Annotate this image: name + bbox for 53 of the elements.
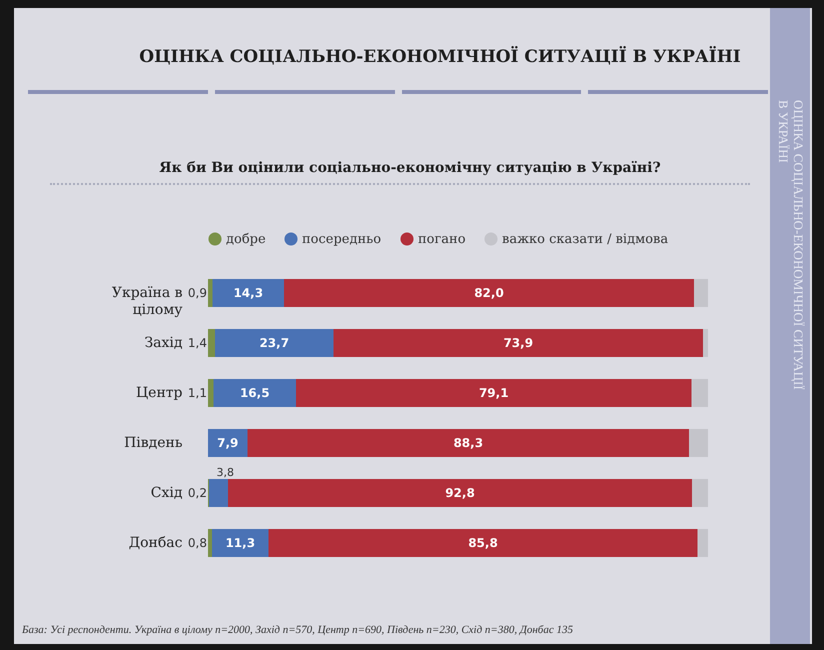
bar — [284, 279, 694, 307]
legend-label: добре — [226, 232, 266, 247]
legend-label: посередньо — [302, 232, 382, 247]
data-label: 1,1 — [188, 386, 207, 400]
bar — [694, 279, 708, 307]
bar — [208, 329, 215, 357]
data-label: 73,9 — [503, 336, 534, 350]
chart-subtitle: Як би Ви оцінили соціально-економічну ситуацію в Україні? — [158, 160, 662, 176]
bar — [212, 279, 284, 307]
y-tick-label: Донбас — [128, 535, 183, 551]
y-tick-label: Центр — [136, 385, 183, 401]
data-label: 0,2 — [188, 486, 207, 500]
data-label: 11,3 — [225, 536, 256, 550]
bar — [703, 329, 708, 357]
data-label: 14,3 — [233, 286, 264, 300]
y-tick-label: Південь — [124, 435, 183, 451]
bar — [215, 329, 334, 357]
legend-label: погано — [418, 232, 466, 247]
bar — [208, 279, 212, 307]
data-label: 85,8 — [468, 536, 498, 550]
legend-label: важко сказати / відмова — [502, 232, 668, 247]
data-label: 92,8 — [445, 486, 475, 500]
text: ОЦІНКА СОЦІАЛЬНО-ЕКОНОМІЧНОЇ СИТУАЦІЇ В УКРАЇНІ — [776, 100, 806, 390]
bar — [248, 429, 689, 457]
data-label: 0,8 — [188, 536, 207, 550]
bar — [698, 529, 708, 557]
y-tick-label: Схід — [150, 485, 183, 501]
data-label: 7,9 — [217, 436, 238, 450]
data-label: 88,3 — [453, 436, 484, 450]
data-label: 82,0 — [474, 286, 504, 300]
data-label: 79,1 — [478, 386, 509, 400]
data-label: 23,7 — [259, 336, 290, 350]
bar — [208, 429, 248, 457]
text: ОЦІНКА СОЦІАЛЬНО-ЕКОНОМІЧНОЇ СИТУАЦІЇ В УКРАЇНІ — [138, 47, 742, 67]
bar — [209, 479, 228, 507]
data-label: 16,5 — [240, 386, 270, 400]
text: База: Усі респонденти. Україна в цілому n=2000, Захід n=570, Центр n=690, Південь n=230, Схід n=380, Донбас 135 — [22, 624, 573, 636]
data-label: 1,4 — [188, 336, 207, 350]
bar — [296, 379, 692, 407]
bar — [268, 529, 698, 557]
bar — [208, 379, 214, 407]
bar — [228, 479, 692, 507]
bar — [208, 529, 212, 557]
data-label: 0,9 — [188, 286, 207, 300]
bar — [212, 529, 268, 557]
y-tick-label: Україна в цілому — [112, 285, 184, 318]
bar — [689, 429, 708, 457]
data-label: 3,8 — [216, 466, 234, 479]
bar — [334, 329, 703, 357]
bar — [692, 379, 708, 407]
bar — [214, 379, 296, 407]
bar — [692, 479, 708, 507]
y-tick-label: Захід — [144, 335, 183, 351]
